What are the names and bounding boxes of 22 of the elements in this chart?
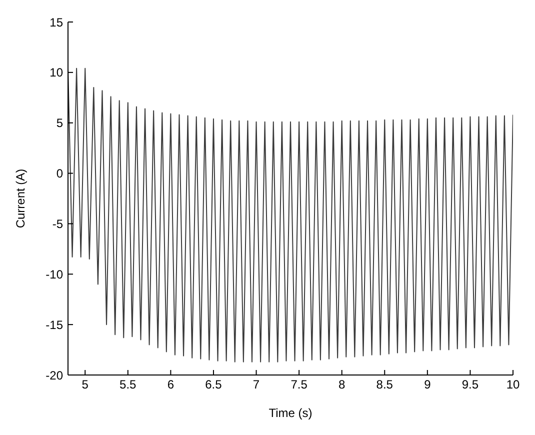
y-tick-label: -5	[52, 216, 64, 231]
x-tick-label: 6.5	[205, 378, 222, 392]
x-tick-label: 9	[424, 378, 432, 392]
x-tick-label: 6	[167, 378, 174, 392]
line-series	[68, 68, 513, 362]
x-tick-label: 8.5	[376, 378, 394, 392]
x-tick-label: 5.5	[120, 378, 137, 392]
y-tick-label: 5	[56, 116, 64, 130]
x-tick-label: 7	[252, 378, 260, 392]
y-tick-label: -10	[46, 267, 64, 282]
y-tick-label: -20	[46, 368, 64, 382]
x-tick-label: 10	[506, 378, 520, 392]
x-axis-title: Time (s)	[268, 406, 312, 420]
y-axis-title: Current (A)	[13, 168, 28, 228]
x-tick-label: 9.5	[462, 378, 479, 392]
y-tick-label: -15	[46, 318, 64, 332]
x-tick-label: 8	[338, 378, 346, 392]
y-tick-label: 15	[50, 15, 64, 30]
y-tick-label: 10	[50, 66, 64, 80]
y-tick-label: 0	[56, 166, 64, 181]
x-tick-label: 7.5	[290, 378, 308, 392]
x-tick-label: 5	[82, 378, 89, 392]
